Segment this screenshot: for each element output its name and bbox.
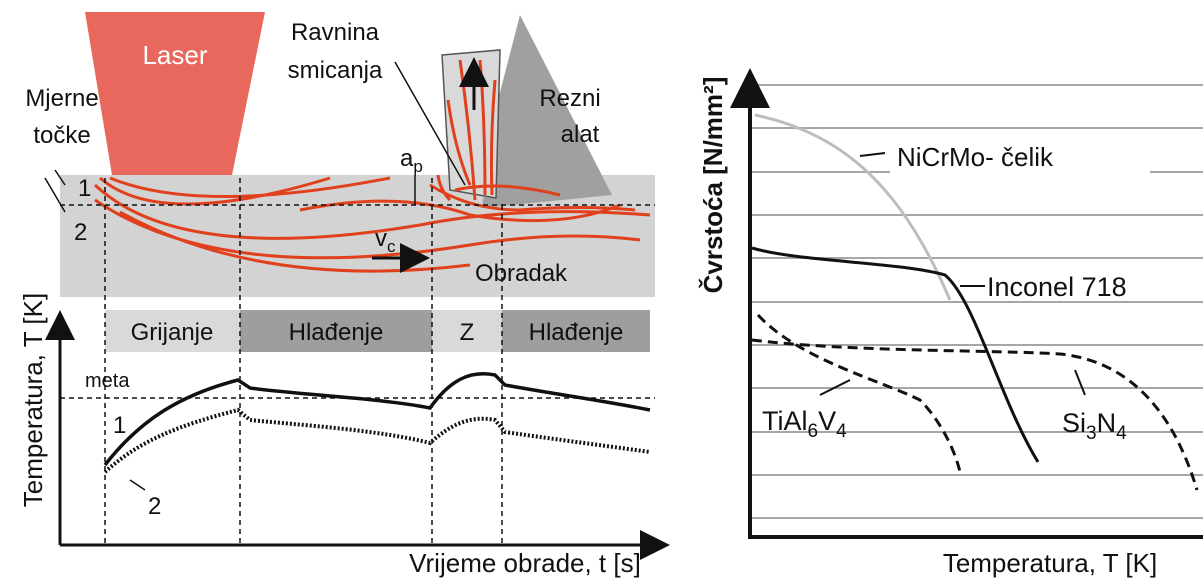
material-label: Si3N4 — [1062, 408, 1127, 444]
grid — [752, 84, 1203, 519]
phase-label: Hlađenje — [529, 319, 624, 346]
phase-label: Z — [460, 319, 475, 346]
phase-bands — [105, 310, 650, 352]
left-panel: Laser Ravnina smicanja Rezni alat Mjerne… — [18, 12, 670, 578]
label-main: Si — [1062, 408, 1086, 438]
label-sub: p — [413, 157, 422, 176]
x-axis-label: Vrijeme obrade, t [s] — [409, 548, 641, 578]
label: Ravnina — [291, 19, 380, 46]
pointer — [394, 61, 466, 186]
pointer — [859, 152, 886, 157]
pointer — [44, 177, 66, 213]
label-sub: 3 — [1086, 423, 1097, 444]
material-label: TiAl6V4 — [762, 406, 847, 442]
label-main: TiAl — [762, 406, 808, 436]
material-label: NiCrMo- čelik — [897, 142, 1054, 172]
label: meta — [85, 370, 130, 392]
label: alat — [561, 121, 600, 148]
pointer — [54, 169, 66, 186]
label: vc — [375, 225, 396, 256]
label-main: a — [400, 145, 414, 172]
phase-band — [240, 310, 432, 352]
label: točke — [33, 122, 90, 149]
pointer — [129, 479, 146, 491]
right-panel: NiCrMo- čelik Inconel 718 TiAl6V4 Si3N4 … — [698, 68, 1203, 578]
label: Mjerne — [25, 85, 98, 112]
label-sub: 4 — [836, 421, 847, 442]
nicrmo-curve — [754, 113, 952, 301]
label-background — [890, 137, 1150, 177]
cutting-tool — [482, 15, 612, 208]
phase-band — [432, 310, 502, 352]
phase-band — [502, 310, 650, 352]
material-label: Inconel 718 — [987, 272, 1127, 302]
laser-label: Laser — [142, 40, 207, 70]
phase-band — [105, 310, 240, 352]
pointer — [1074, 369, 1086, 396]
label-sub: c — [387, 237, 396, 256]
flow-lines — [93, 59, 651, 273]
x-axis-label: Temperatura, T [K] — [943, 548, 1157, 578]
label-main: N — [1097, 408, 1117, 438]
label-main: V — [818, 406, 836, 436]
y-axis-label: Temperatura, T [K] — [18, 293, 48, 507]
label: smicanja — [288, 57, 383, 84]
label: ap — [400, 145, 423, 176]
phase-label: Grijanje — [131, 319, 214, 346]
tial-curve — [756, 313, 962, 473]
label-sub: 4 — [1116, 423, 1127, 444]
curve-2 — [103, 407, 651, 474]
laser-beam — [85, 12, 265, 175]
label-main: v — [375, 225, 387, 252]
inconel-curve — [751, 246, 1040, 463]
pointer — [819, 379, 851, 396]
phase-label: Hlađenje — [289, 319, 384, 346]
y-axis-label: Čvrstoća [N/mm²] — [698, 77, 728, 294]
curve-1 — [103, 372, 651, 467]
label: Rezni — [539, 85, 600, 112]
label: 1 — [113, 412, 126, 439]
label: 2 — [148, 493, 161, 520]
label-sub: 6 — [808, 421, 819, 442]
label: 2 — [74, 219, 87, 246]
label: Obradak — [475, 260, 568, 287]
phase-dividers — [104, 178, 503, 545]
label: 1 — [78, 175, 91, 202]
